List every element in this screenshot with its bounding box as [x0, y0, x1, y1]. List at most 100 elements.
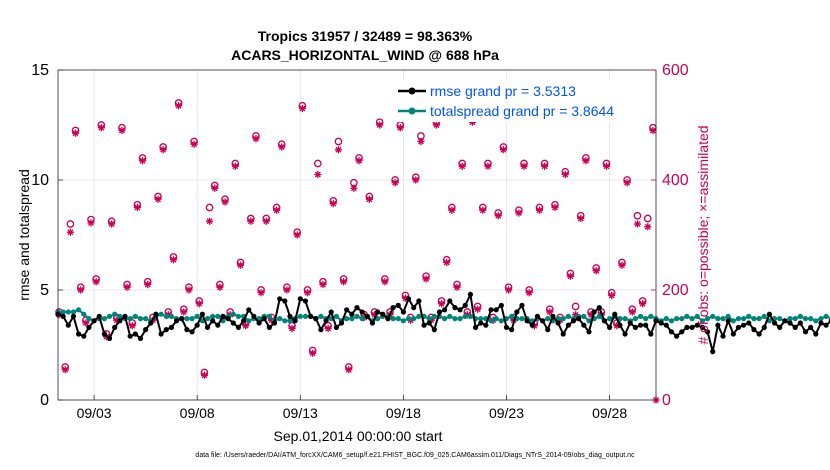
rmse-point: [117, 318, 123, 324]
rmse-point: [411, 305, 417, 311]
totalspread-point: [81, 311, 87, 317]
rmse-point: [643, 322, 649, 328]
obs-assimilated-point: [319, 280, 327, 289]
rmse-point: [292, 318, 298, 324]
rmse-point: [766, 311, 773, 317]
rmse-point: [442, 307, 448, 313]
y-left-tick-label: 15: [31, 62, 49, 79]
obs-assimilated-point: [211, 184, 219, 192]
rmse-point: [689, 324, 695, 330]
totalspread-point: [746, 313, 752, 319]
rmse-line: [57, 290, 830, 352]
totalspread-point: [493, 316, 499, 322]
obs-assimilated-point: [61, 366, 69, 374]
obs-assimilated-point: [437, 300, 446, 308]
rmse-point: [318, 327, 324, 333]
rmse-point: [385, 316, 391, 322]
rmse-point: [359, 309, 365, 315]
obs-assimilated-point: [638, 300, 647, 308]
obs-assimilated-point: [272, 206, 281, 214]
obs-assimilated-point: [417, 137, 425, 146]
rmse-point: [607, 324, 613, 330]
totalspread-point: [545, 316, 551, 322]
rmse-point: [570, 318, 577, 324]
totalspread-point: [184, 316, 190, 322]
totalspread-point: [792, 316, 798, 322]
totalspread-point: [163, 313, 169, 319]
obs-assimilated-point: [108, 220, 116, 228]
totalspread-point: [287, 318, 293, 324]
rmse-point: [148, 320, 154, 326]
obs-assimilated-point: [644, 223, 652, 231]
rmse-point: [792, 324, 798, 330]
obs-assimilated-point: [128, 322, 136, 330]
obs-assimilated-point: [252, 135, 260, 143]
rmse-point: [674, 333, 680, 339]
totalspread-point: [416, 313, 422, 319]
y-axis-right-label: # of obs: o=possible; ×=assimilated: [695, 125, 711, 344]
obs-assimilated-point: [303, 289, 312, 297]
rmse-point: [483, 322, 489, 328]
obs-assimilated-point: [494, 212, 502, 220]
obs-assimilated-point: [525, 289, 533, 297]
rmse-point: [106, 335, 113, 341]
rmse-point: [704, 329, 711, 335]
rmse-point: [741, 322, 747, 328]
rmse-point: [251, 313, 257, 319]
rmse-point: [163, 327, 169, 333]
totalspread-point: [668, 318, 675, 324]
rmse-point: [622, 331, 628, 337]
obs-assimilated-point: [339, 278, 348, 286]
totalspread-point: [235, 313, 242, 319]
rmse-point: [338, 320, 345, 326]
totalspread-point: [710, 313, 716, 319]
rmse-point: [132, 331, 138, 337]
rmse-point: [751, 327, 757, 333]
totalspread-point: [375, 316, 381, 322]
totalspread-point: [400, 318, 406, 324]
rmse-point: [534, 313, 541, 319]
totalspread-point: [246, 318, 252, 324]
totalspread-point: [643, 316, 649, 322]
rmse-point: [101, 331, 107, 337]
data-file-footnote: data file: /Users/raeder/DAI/ATM_forcXX/…: [195, 452, 635, 459]
obs-assimilated-point: [242, 322, 250, 330]
rmse-point: [158, 331, 164, 337]
rmse-point: [220, 313, 226, 319]
rmse-point: [735, 324, 742, 330]
rmse-point: [168, 324, 175, 330]
rmse-point: [230, 320, 236, 326]
rmse-point: [715, 322, 721, 328]
obs-assimilated-point: [396, 124, 404, 132]
y-left-tick-label: 10: [31, 172, 49, 189]
x-tick-label: 09/23: [489, 405, 524, 421]
rmse-point: [818, 320, 824, 326]
obs-possible-point: [334, 137, 343, 146]
totalspread-point: [112, 311, 118, 317]
rmse-point: [266, 324, 272, 330]
legend-rmse-label: rmse grand pr = 3.5313: [430, 83, 576, 99]
obs-assimilated-point: [180, 308, 188, 316]
totalspread-point: [488, 318, 494, 324]
totalspread-point: [663, 316, 669, 322]
obs-assimilated-point: [350, 184, 358, 192]
x-tick-label: 09/28: [592, 405, 627, 421]
totalspread-point: [65, 309, 71, 315]
rmse-point: [658, 320, 664, 326]
obs-assimilated-point: [236, 261, 245, 269]
rmse-point: [560, 331, 566, 337]
obs-possible-point: [571, 302, 580, 311]
obs-assimilated-point: [577, 214, 585, 223]
obs-assimilated-point: [334, 146, 343, 154]
obs-assimilated-point: [185, 286, 193, 294]
rmse-point: [529, 322, 535, 328]
rmse-point: [431, 327, 437, 333]
totalspread-point: [318, 313, 324, 319]
rmse-point: [271, 320, 278, 326]
legend-rmse-marker: [408, 87, 416, 95]
obs-assimilated-point: [618, 261, 626, 269]
totalspread-point: [127, 316, 133, 322]
rmse-point: [488, 307, 494, 313]
rmse-point: [467, 291, 474, 297]
totalspread-point: [354, 313, 360, 319]
